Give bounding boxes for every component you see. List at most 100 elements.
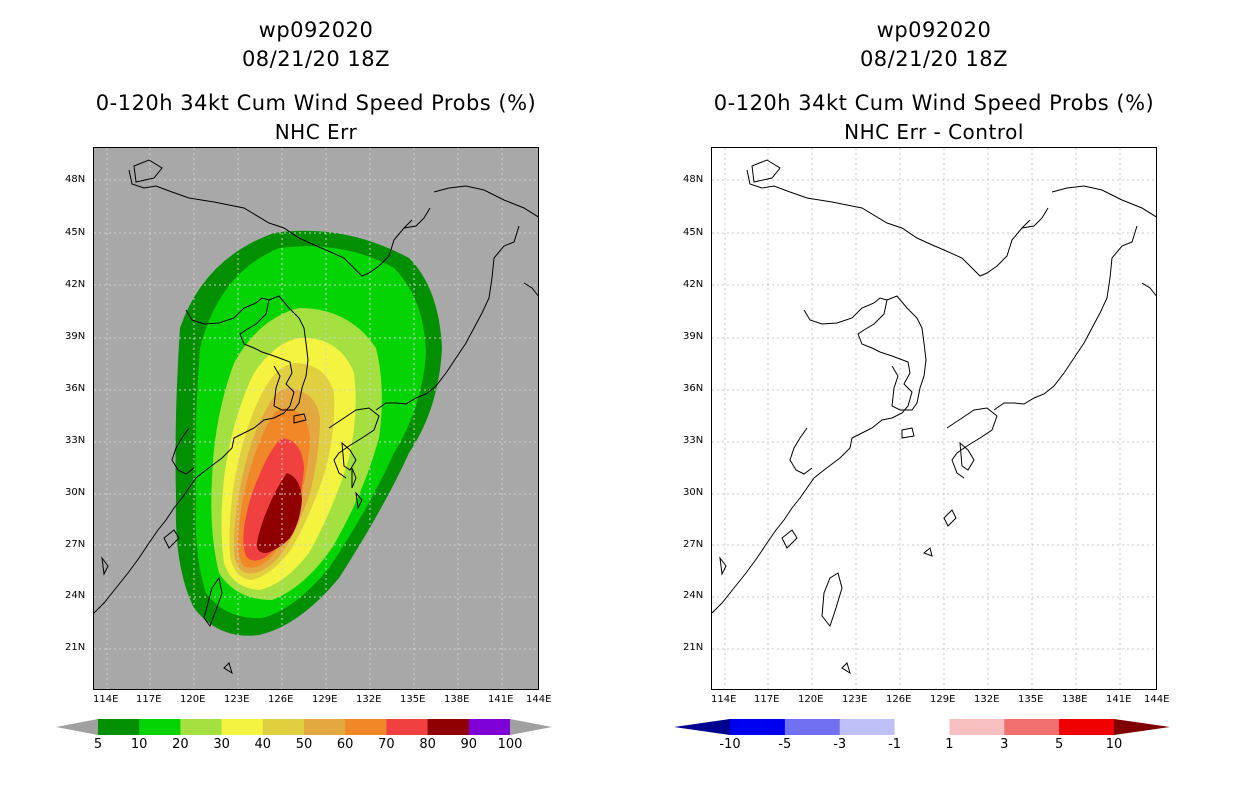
left-lon-label: 114E	[93, 694, 119, 705]
right-map-canvas	[712, 148, 1156, 689]
right-colorbar-level-label: -1	[888, 737, 902, 752]
right-colorbar-segment	[894, 719, 950, 735]
right-lat-label: 21N	[683, 642, 704, 653]
left-colorbar-segment	[98, 719, 140, 735]
left-colorbar-level-label: 40	[254, 737, 272, 752]
left-colorbar-segment	[262, 719, 305, 735]
left-gridlines	[94, 148, 538, 689]
left-colorbar-over-triangle	[510, 719, 552, 735]
left-lat-label: 21N	[65, 642, 86, 653]
right-lat-label: 45N	[683, 227, 704, 238]
contour-80pct	[256, 473, 302, 553]
left-lat-label: 27N	[65, 539, 86, 550]
right-colorbar	[674, 719, 1170, 735]
left-colorbar-level-label: 50	[295, 737, 313, 752]
left-lat-label: 48N	[65, 174, 86, 185]
left-title-storm-id: wp092020	[258, 18, 374, 42]
left-lat-label: 33N	[65, 435, 86, 446]
left-colorbar-level-label: 100	[497, 737, 523, 752]
right-colorbar-level-label: -10	[719, 737, 741, 752]
left-colorbar-segment	[468, 719, 511, 735]
right-lat-label: 24N	[683, 590, 704, 601]
right-colorbar-level-label: 3	[1000, 737, 1009, 752]
right-colorbar-level-label: -5	[778, 737, 792, 752]
right-lon-label: 117E	[754, 694, 780, 705]
right-lon-label: 138E	[1062, 694, 1088, 705]
left-colorbar-level-label: 20	[172, 737, 189, 752]
right-title-variant: NHC Err - Control	[844, 120, 1024, 144]
right-colorbar-under-triangle	[674, 719, 730, 735]
probability-contours	[175, 230, 442, 636]
right-colorbar-segment	[949, 719, 1005, 735]
right-lat-label: 39N	[683, 331, 704, 342]
left-lon-label: 123E	[224, 694, 250, 705]
right-title-storm-id: wp092020	[876, 18, 992, 42]
left-lat-label: 39N	[65, 331, 86, 342]
right-colorbar-level-label: 5	[1055, 737, 1064, 752]
right-lat-label: 42N	[683, 279, 704, 290]
left-lat-label: 30N	[65, 487, 86, 498]
left-lat-label: 36N	[65, 383, 86, 394]
left-title-variant: NHC Err	[274, 120, 358, 144]
right-coastlines	[712, 159, 1156, 675]
left-lon-label: 129E	[312, 694, 338, 705]
left-lat-label: 24N	[65, 590, 86, 601]
right-colorbar-over-triangle	[1114, 719, 1170, 735]
left-colorbar-segment	[304, 719, 346, 735]
left-colorbar-level-label: 90	[460, 737, 478, 752]
left-lon-label: 132E	[356, 694, 382, 705]
right-lon-label: 126E	[886, 694, 912, 705]
right-lon-label: 141E	[1106, 694, 1132, 705]
right-colorbar-segment	[839, 719, 896, 735]
right-lon-label: 123E	[842, 694, 868, 705]
left-lat-label: 45N	[65, 227, 86, 238]
right-colorbar-level-label: -3	[833, 737, 847, 752]
left-lon-label: 141E	[488, 694, 514, 705]
left-coastlines	[94, 159, 538, 675]
right-colorbar-level-label: 1	[945, 737, 954, 752]
left-lon-label: 144E	[526, 694, 552, 705]
left-lon-label: 120E	[180, 694, 206, 705]
left-title-product: 0-120h 34kt Cum Wind Speed Probs (%)	[95, 91, 537, 115]
left-colorbar-segment	[180, 719, 223, 735]
right-title-datetime: 08/21/20 18Z	[859, 47, 1009, 71]
right-lon-label: 129E	[930, 694, 956, 705]
right-lon-label: 144E	[1144, 694, 1170, 705]
right-colorbar-segment	[1004, 719, 1060, 735]
right-lat-label: 36N	[683, 383, 704, 394]
left-colorbar-level-label: 30	[213, 737, 230, 752]
left-probability-map	[93, 147, 539, 690]
left-colorbar-segment	[345, 719, 387, 735]
left-colorbar	[56, 719, 552, 735]
right-gridlines	[712, 148, 1156, 689]
left-colorbar-level-label: 60	[336, 737, 354, 752]
right-colorbar-level-label: 10	[1105, 737, 1123, 752]
left-lon-label: 126E	[268, 694, 294, 705]
right-lon-label: 114E	[711, 694, 737, 705]
left-colorbar-level-label: 80	[419, 737, 436, 752]
left-colorbar-level-label: 5	[93, 737, 103, 752]
left-colorbar-level-label: 10	[130, 737, 148, 752]
left-lon-label: 135E	[400, 694, 426, 705]
left-map-canvas	[94, 148, 538, 689]
left-lat-label: 42N	[65, 279, 86, 290]
right-lon-label: 120E	[798, 694, 824, 705]
right-lon-label: 135E	[1018, 694, 1044, 705]
right-colorbar-segment	[730, 719, 786, 735]
right-colorbar-segment	[1059, 719, 1115, 735]
right-lat-label: 30N	[683, 487, 704, 498]
right-title-product: 0-120h 34kt Cum Wind Speed Probs (%)	[713, 91, 1155, 115]
right-lat-label: 27N	[683, 539, 704, 550]
left-colorbar-level-label: 70	[378, 737, 395, 752]
left-colorbar-segment	[427, 719, 470, 735]
right-lat-label: 48N	[683, 174, 704, 185]
right-lon-label: 132E	[974, 694, 1000, 705]
left-colorbar-segment	[386, 719, 429, 735]
left-colorbar-under-triangle	[56, 719, 98, 735]
left-title-datetime: 08/21/20 18Z	[241, 47, 391, 71]
right-difference-map	[711, 147, 1157, 690]
left-colorbar-segment	[221, 719, 264, 735]
right-lat-label: 33N	[683, 435, 704, 446]
right-colorbar-segment	[784, 719, 841, 735]
left-lon-label: 138E	[444, 694, 470, 705]
